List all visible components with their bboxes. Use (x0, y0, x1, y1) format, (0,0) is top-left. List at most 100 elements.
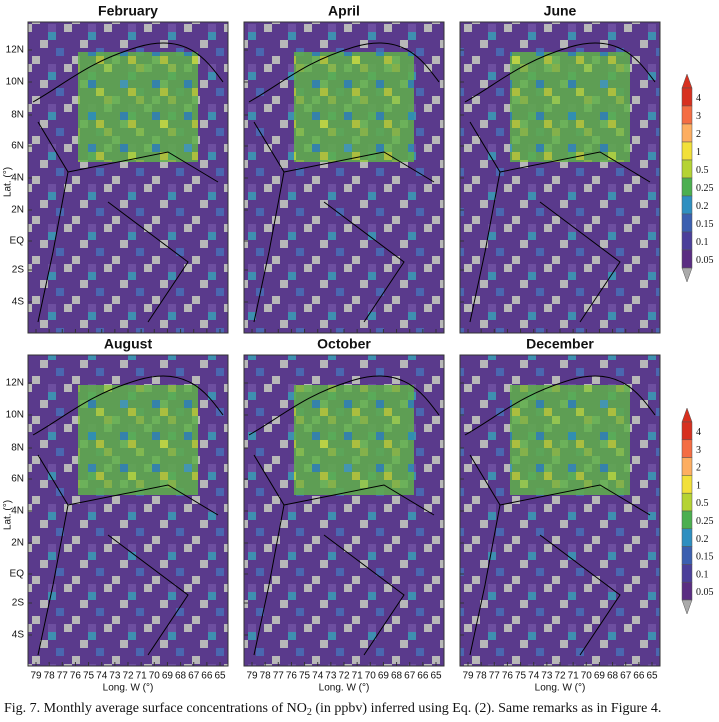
lon-tick-label: 77 (489, 671, 501, 682)
lat-tick-label: 2N (11, 538, 24, 549)
lon-tick-label: 76 (70, 671, 82, 682)
colorbar-label: 3 (696, 445, 701, 456)
colorbar-label: 3 (696, 111, 701, 122)
lon-tick-label: 74 (312, 671, 324, 682)
lon-tick-label: 77 (273, 671, 285, 682)
lon-axis-label: Long. W (°) (319, 683, 370, 694)
lat-tick-label: 4N (11, 173, 24, 184)
lon-tick-label: 79 (462, 671, 474, 682)
lon-tick-label: 69 (594, 671, 606, 682)
lon-tick-label: 70 (581, 671, 593, 682)
colorbar-swatch (681, 105, 693, 125)
lon-tick-label: 79 (30, 671, 42, 682)
colorbar-cap (681, 407, 693, 423)
panel-title: February (98, 3, 158, 19)
coastline (32, 42, 224, 323)
panel-title: April (328, 3, 360, 19)
colorbar-label: 4 (696, 427, 701, 438)
lat-axis-label: Lat. (°) (3, 167, 14, 197)
colorbar-swatch (681, 528, 693, 547)
lon-tick-label: 66 (633, 671, 645, 682)
colorbar-label: 0.15 (696, 552, 714, 563)
lat-tick-label: 2N (11, 205, 24, 216)
lon-tick-label: 72 (338, 671, 350, 682)
colorbar-label: 0.1 (696, 237, 709, 248)
colorbar-label: 1 (696, 147, 701, 158)
lon-tick-label: 78 (260, 671, 272, 682)
high-region (78, 385, 198, 495)
lat-axis-label: Lat. (°) (3, 500, 14, 530)
lon-tick-label: 71 (568, 671, 580, 682)
lon-tick-label: 73 (325, 671, 337, 682)
colorbar-swatch (681, 439, 693, 458)
panel-title: December (526, 336, 594, 352)
high-region (510, 52, 630, 162)
lon-tick-label: 65 (430, 671, 442, 682)
high-region (510, 385, 630, 495)
lat-tick-label: 4N (11, 506, 24, 517)
colorbar-label: 0.05 (696, 587, 714, 598)
high-region (294, 385, 414, 495)
lon-tick-label: 67 (620, 671, 632, 682)
lon-tick-label: 70 (149, 671, 161, 682)
lat-tick-label: 12N (6, 378, 24, 389)
panel-title: June (544, 3, 577, 19)
lat-tick-label: 8N (11, 443, 24, 454)
lat-tick-label: EQ (10, 569, 25, 580)
colorbar-cap (681, 73, 693, 89)
lon-tick-label: 66 (201, 671, 213, 682)
colorbar-swatch (681, 231, 693, 251)
lat-tick-label: 4S (12, 630, 25, 641)
colorbar-swatch (681, 510, 693, 530)
panel-title: August (104, 336, 153, 352)
colorbar-swatch (681, 87, 693, 107)
colorbar-label: 0.2 (696, 534, 709, 545)
lon-tick-label: 72 (122, 671, 134, 682)
colorbar-label: 1 (696, 480, 701, 491)
colorbar-swatch (681, 213, 693, 233)
colorbar-label: 0.5 (696, 165, 709, 176)
lon-tick-label: 69 (378, 671, 390, 682)
colorbar-swatch (681, 141, 693, 161)
lat-tick-label: 10N (6, 77, 24, 88)
lon-tick-label: 78 (44, 671, 56, 682)
lon-tick-label: 76 (502, 671, 514, 682)
lon-tick-label: 73 (109, 671, 121, 682)
lat-tick-label: 6N (11, 141, 24, 152)
lat-tick-label: 8N (11, 110, 24, 121)
colorbar-label: 0.15 (696, 219, 714, 230)
colorbar-swatch (681, 457, 693, 476)
lon-tick-label: 71 (136, 671, 148, 682)
lon-tick-label: 67 (188, 671, 200, 682)
colorbar-swatch (681, 249, 693, 269)
colorbar-swatch (681, 195, 693, 215)
colorbar-swatch (681, 581, 693, 601)
lon-tick-label: 69 (162, 671, 174, 682)
lon-tick-label: 75 (83, 671, 95, 682)
lon-tick-label: 65 (646, 671, 658, 682)
colorbar-label: 0.05 (696, 255, 714, 266)
colorbar-swatch (681, 492, 693, 512)
lon-tick-label: 72 (554, 671, 566, 682)
lon-tick-label: 68 (391, 671, 403, 682)
lon-tick-label: 66 (417, 671, 429, 682)
colorbar-swatch (681, 564, 693, 583)
coastline (248, 375, 440, 656)
lon-tick-label: 71 (352, 671, 364, 682)
colorbar-label: 0.25 (696, 516, 714, 527)
caption: Fig. 7. Monthly average surface concentr… (4, 701, 661, 718)
colorbar-swatch (681, 421, 693, 441)
lat-tick-label: 2S (12, 265, 25, 276)
lat-tick-label: 4S (12, 297, 25, 308)
colorbar-label: 0.5 (696, 498, 709, 509)
colorbar-swatch (681, 475, 693, 494)
lon-tick-label: 75 (299, 671, 311, 682)
lon-tick-label: 74 (528, 671, 540, 682)
colorbar-swatch (681, 123, 693, 143)
high-region (294, 52, 414, 162)
panel-title: October (317, 336, 371, 352)
lon-tick-label: 79 (246, 671, 258, 682)
colorbar-label: 4 (696, 93, 701, 104)
lon-tick-label: 76 (286, 671, 298, 682)
